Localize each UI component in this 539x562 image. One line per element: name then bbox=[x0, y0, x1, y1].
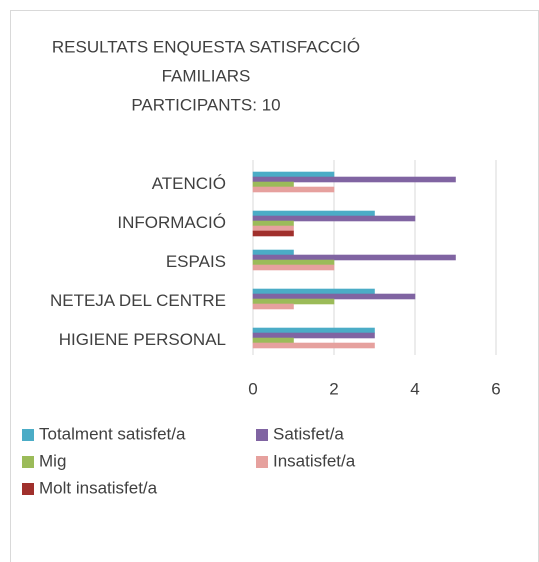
legend-label: Molt insatisfet/a bbox=[39, 478, 158, 497]
bar bbox=[252, 293, 416, 300]
bar bbox=[252, 210, 375, 217]
legend-label: Mig bbox=[39, 451, 66, 470]
chart-title: PARTICIPANTS: 10 bbox=[131, 95, 280, 114]
x-tick-label: 4 bbox=[410, 379, 419, 398]
legend-swatch bbox=[22, 429, 34, 441]
bar bbox=[252, 220, 294, 227]
bar bbox=[252, 215, 416, 222]
bar bbox=[252, 225, 294, 232]
legend-swatch bbox=[256, 429, 268, 441]
bar bbox=[252, 230, 294, 237]
chart-title: RESULTATS ENQUESTA SATISFACCIÓ bbox=[52, 37, 360, 56]
y-tick-label: INFORMACIÓ bbox=[117, 213, 226, 232]
bar bbox=[252, 186, 335, 193]
bar bbox=[252, 327, 375, 334]
bar bbox=[252, 288, 375, 295]
bar bbox=[252, 254, 456, 261]
bar bbox=[252, 259, 335, 266]
bar bbox=[252, 176, 456, 183]
y-tick-label: ATENCIÓ bbox=[152, 174, 226, 193]
legend-label: Totalment satisfet/a bbox=[39, 424, 186, 443]
y-tick-label: HIGIENE PERSONAL bbox=[59, 330, 226, 349]
bar bbox=[252, 298, 335, 305]
x-tick-label: 0 bbox=[248, 379, 257, 398]
bar bbox=[252, 264, 335, 271]
bar bbox=[252, 181, 294, 188]
legend-swatch bbox=[22, 483, 34, 495]
y-tick-label: NETEJA DEL CENTRE bbox=[50, 291, 226, 310]
bar bbox=[252, 171, 335, 178]
bar bbox=[252, 303, 294, 310]
chart-title: FAMILIARS bbox=[162, 66, 251, 85]
legend-swatch bbox=[256, 456, 268, 468]
bar bbox=[252, 332, 375, 339]
bar bbox=[252, 337, 294, 344]
bar bbox=[252, 249, 294, 256]
legend-swatch bbox=[22, 456, 34, 468]
x-tick-label: 6 bbox=[491, 379, 500, 398]
bar bbox=[252, 342, 375, 349]
y-tick-label: ESPAIS bbox=[166, 252, 226, 271]
legend-label: Insatisfet/a bbox=[273, 451, 356, 470]
legend-label: Satisfet/a bbox=[273, 424, 344, 443]
x-tick-label: 2 bbox=[329, 379, 338, 398]
